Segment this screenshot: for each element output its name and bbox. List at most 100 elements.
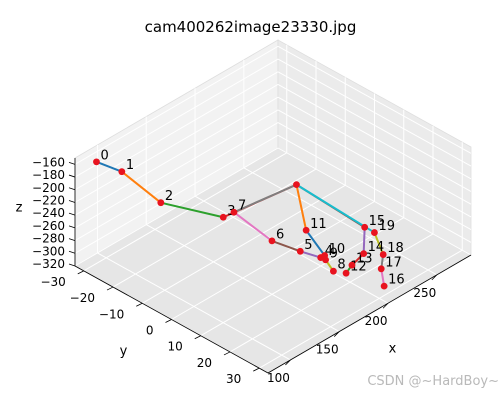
x-tick-mark [431,274,438,281]
z-tick-label: −320 [32,257,65,271]
keypoint-5[interactable] [296,247,304,255]
keypoint-label: 2 [165,189,173,204]
grid-line-y-floor [112,168,317,288]
grid-line-z-side [277,84,472,192]
grid-line-z-back [74,71,279,191]
keypoint-label: 7 [238,199,246,214]
keypoint-label: 19 [378,219,395,234]
keypoint-16[interactable] [380,282,388,290]
z-axis-label: z [16,201,23,216]
grid-line-z-back [74,84,279,203]
z-tick-mark [68,250,76,254]
keypoint-10[interactable] [321,252,329,259]
x-tick-label: 100 [267,371,290,385]
grid-line-z-side [277,45,472,154]
keypoint-label: 11 [310,217,327,232]
skeleton-segment [270,239,302,253]
grid-line-z-back [74,134,279,254]
keypoint-18[interactable] [379,251,387,258]
watermark: CSDN @~HardBoy~ [367,374,499,389]
keypoint-8[interactable] [329,267,337,275]
z-tick-label: −220 [32,193,65,207]
wrist-point[interactable] [293,181,300,189]
keypoint-19[interactable] [371,229,378,236]
x-tick-label: 250 [413,286,436,300]
keypoint-label: 4 [325,244,333,259]
keypoint-13[interactable] [348,261,356,269]
keypoint-11[interactable] [302,226,310,234]
z-tick-label: −300 [32,244,65,258]
skeleton-segment [120,170,162,204]
grid-line-z-side [277,96,472,205]
x-tick-mark [382,302,389,309]
z-tick-label: −240 [32,206,65,220]
grid-line-z-side [277,58,472,167]
grid-line-y-floor [171,201,375,320]
y-tick-label: −10 [99,307,124,321]
z-tick-label: −200 [32,181,65,195]
keypoint-15[interactable] [361,223,369,231]
skeleton-segment [373,231,385,256]
skeleton-segment [295,183,376,234]
keypoint-label: 18 [387,241,404,256]
y-tick-mark [136,302,143,307]
keypoint-12[interactable] [342,269,350,277]
keypoint-label: 13 [356,252,373,267]
keypoint-label: 1 [126,158,134,173]
keypoint-3[interactable] [219,213,227,221]
grid-line-y-floor [83,152,288,272]
keypoint-label: 17 [385,255,402,270]
keypoint-label: 14 [368,240,385,255]
z-tick-mark [68,212,76,216]
skeleton-segment [232,211,273,242]
keypoint-label: 8 [337,258,345,273]
skeleton-segment [159,201,225,219]
x-tick-label: 150 [316,343,339,357]
chart-title: cam400262image23330.jpg [144,18,357,36]
grid-line-z-side [277,71,472,180]
y-tick-mark [165,319,172,323]
keypoint-6[interactable] [268,237,276,245]
grid-line-y-floor [200,217,404,337]
skeleton-segment [299,250,322,259]
keypoint-label: 9 [330,246,338,261]
keypoint-1[interactable] [118,168,126,176]
grid-line-z-side [277,122,472,231]
z-tick-mark [68,174,76,178]
y-tick-mark [253,367,260,372]
keypoint-2[interactable] [157,199,165,207]
x-axis-label: x [389,342,397,357]
x-axis-line [267,254,472,374]
keypoint-7[interactable] [230,208,238,216]
keypoint-0[interactable] [93,158,100,166]
grid-line-z-side [277,134,472,243]
z-tick-mark [68,161,76,165]
y-tick-label: −20 [70,291,95,305]
grid-line-z-side [277,109,472,218]
y-tick-label: −30 [40,275,65,289]
keypoint-14[interactable] [360,250,368,258]
keypoint-label: 6 [276,227,284,242]
z-tick-label: −160 [32,155,65,169]
z-tick-label: −280 [32,232,65,246]
x-tick-label: 200 [365,314,388,328]
skeleton-segment [305,229,326,257]
z-tick-label: −260 [32,219,65,233]
keypoint-label: 15 [369,214,386,229]
y-tick-label: 10 [167,340,182,354]
skeleton-segment [295,183,308,232]
skeleton-segment [362,226,366,255]
y-axis-label: y [120,344,128,359]
y-tick-label: 0 [146,324,154,338]
z-tick-mark [68,238,76,241]
y-tick-mark [194,335,201,340]
z-tick-mark [68,187,76,191]
z-tick-mark [68,263,76,267]
grid-line-y-floor [142,184,346,304]
z-tick-mark [68,200,76,203]
x-tick-mark [333,331,340,337]
keypoint-17[interactable] [377,265,385,273]
keypoint-label: 16 [388,273,405,288]
grid-line-z-back [74,96,279,216]
